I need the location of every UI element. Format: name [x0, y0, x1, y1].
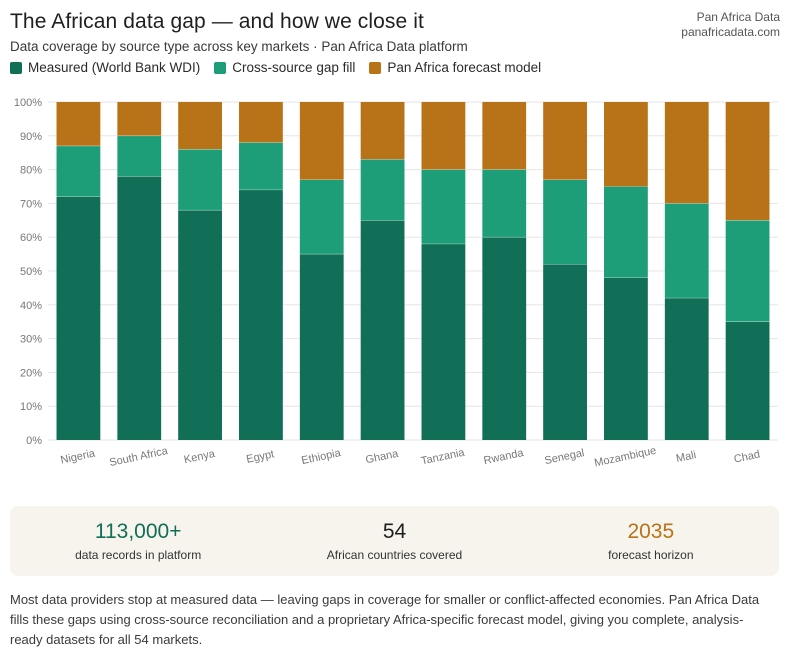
bar-segment: [421, 102, 466, 170]
bar-segment: [482, 237, 527, 440]
bar-segment: [117, 102, 162, 136]
bar-segment: [239, 189, 283, 440]
bar-segment: [664, 298, 709, 440]
bar-segment: [725, 102, 770, 221]
y-tick-label: 60%: [20, 232, 42, 244]
bar-segment: [178, 149, 222, 211]
bar-segment: [360, 102, 405, 160]
x-tick-label: Egypt: [245, 448, 275, 466]
stat-horizon-value: 2035: [627, 520, 675, 543]
bar-segment: [725, 220, 770, 322]
y-tick-label: 0%: [26, 435, 42, 447]
y-tick-label: 100%: [14, 97, 42, 109]
bar-segment: [56, 196, 101, 440]
bar-segment: [299, 102, 344, 180]
y-tick-label: 80%: [20, 165, 42, 177]
x-tick-label: Ghana: [365, 448, 401, 467]
y-tick-label: 70%: [20, 198, 42, 210]
legend-item-measured: Measured (World Bank WDI): [10, 60, 200, 75]
footnote: Most data providers stop at measured dat…: [10, 592, 760, 647]
bar-segment: [421, 169, 466, 244]
x-tick-label: Chad: [733, 448, 761, 465]
bar-segment: [604, 186, 648, 278]
chart-title: The African data gap — and how we close …: [10, 10, 424, 33]
bar-segment: [56, 102, 101, 146]
x-tick-label: South Africa: [108, 445, 169, 469]
stat-records-value: 113,000+: [94, 520, 182, 543]
y-tick-label: 20%: [20, 367, 42, 379]
x-tick-label: Senegal: [543, 447, 585, 467]
x-tick-label: Ethiopia: [300, 447, 342, 467]
bar-segment: [604, 277, 648, 440]
x-tick-label: Kenya: [183, 448, 217, 466]
legend-swatch-measured: [10, 61, 22, 74]
bar-segment: [239, 142, 283, 190]
bar-segment: [604, 102, 648, 187]
stat-records: 113,000+ data records in platform: [10, 506, 266, 576]
y-tick-label: 40%: [20, 300, 42, 312]
bar-segment: [725, 321, 770, 440]
x-tick-label: Mozambique: [593, 445, 657, 470]
bar-segment: [117, 176, 162, 441]
bar-segment: [178, 102, 222, 150]
bar-segment: [543, 102, 587, 180]
y-tick-label: 30%: [20, 334, 42, 346]
stat-horizon-label: forecast horizon: [608, 548, 694, 562]
legend-label-gap-fill: Cross-source gap fill: [232, 60, 356, 75]
bar-segment: [299, 179, 344, 255]
bar-segment: [56, 145, 101, 197]
y-tick-label: 50%: [20, 266, 42, 278]
bar-segment: [543, 179, 587, 265]
bar-segment: [178, 210, 222, 440]
bar-segment: [360, 159, 405, 221]
stat-countries-value: 54: [382, 520, 407, 543]
bar-segment: [421, 243, 466, 440]
bar-segment: [117, 135, 162, 177]
legend-label-forecast: Pan Africa forecast model: [387, 60, 542, 75]
legend-swatch-forecast: [369, 61, 382, 74]
bar-segment: [239, 102, 283, 143]
brand: Pan Africa Data panafricadata.com: [681, 10, 780, 40]
chart-legend: Measured (World Bank WDI) Cross-source g…: [10, 60, 541, 75]
bar-segment: [664, 102, 709, 204]
x-tick-label: Nigeria: [59, 447, 96, 466]
legend-swatch-gap-fill: [214, 61, 227, 74]
bar-segment: [543, 264, 587, 440]
stats-panel: 113,000+ data records in platform 54 Afr…: [10, 506, 779, 576]
y-tick-label: 90%: [20, 131, 42, 143]
x-tick-label: Mali: [675, 449, 697, 465]
chart-subtitle: Data coverage by source type across key …: [10, 39, 468, 54]
stat-countries: 54 African countries covered: [266, 506, 522, 576]
x-tick-label: Rwanda: [483, 447, 526, 467]
legend-item-gap-fill: Cross-source gap fill: [214, 60, 355, 75]
stacked-bar-chart: 0% 10% 20% 30% 40% 50% 60% 70% 80% 90% 100% Nigeria…: [14, 97, 778, 470]
bar-segment: [360, 220, 405, 440]
stat-horizon: 2035 forecast horizon: [523, 506, 779, 576]
y-tick-label: 10%: [20, 401, 42, 413]
bar-segment: [482, 102, 527, 170]
bar-segment: [482, 169, 527, 238]
legend-label-measured: Measured (World Bank WDI): [28, 60, 201, 75]
brand-url[interactable]: panafricadata.com: [681, 25, 780, 39]
stat-countries-label: African countries covered: [326, 548, 463, 562]
bar-segment: [664, 203, 709, 299]
bar-segment: [299, 254, 344, 440]
stat-records-label: data records in platform: [75, 548, 202, 562]
x-tick-label: Tanzania: [420, 446, 466, 467]
legend-item-forecast: Pan Africa forecast model: [369, 60, 541, 75]
brand-name: Pan Africa Data: [696, 10, 780, 24]
